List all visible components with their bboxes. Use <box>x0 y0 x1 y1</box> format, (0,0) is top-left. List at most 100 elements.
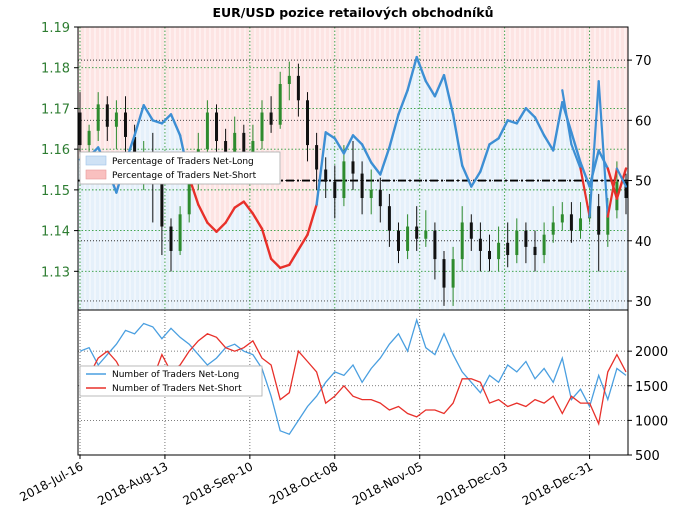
candle-body <box>424 230 428 239</box>
pct-net-long-segment <box>279 263 291 270</box>
pct-net-long-segment <box>397 89 409 116</box>
pct-net-long-segment <box>142 104 155 122</box>
pct-net-long-segment <box>570 131 582 164</box>
candle-body <box>251 141 255 162</box>
pct-tail-segment <box>606 167 619 218</box>
pct-net-long-segment <box>515 107 528 125</box>
pct-net-long-segment <box>451 113 464 167</box>
candle-body <box>315 145 319 170</box>
bottom-legend-box <box>79 365 263 397</box>
candle-body <box>497 242 501 260</box>
x-tick-label: 2018-Jul-16 <box>17 459 85 504</box>
candle-body <box>342 161 346 199</box>
candle-body <box>224 141 228 158</box>
candle-body <box>506 242 510 256</box>
pct-net-long-segment <box>242 200 255 215</box>
pct-net-long-segment <box>206 221 218 233</box>
pct-net-long-segment <box>288 248 300 267</box>
candle-body <box>369 189 373 199</box>
pct-net-long-segment <box>151 119 164 125</box>
pct-net-long-segment <box>324 131 336 140</box>
pct-tick-label: 50 <box>635 175 652 190</box>
pct-tail-segment <box>579 167 591 218</box>
pct-net-long-segment <box>542 134 555 152</box>
count-net-long-line <box>79 317 627 435</box>
pct-net-long-segment <box>497 119 509 140</box>
pct-net-long-segment <box>333 137 346 155</box>
pct-net-long-segment <box>488 137 500 146</box>
pct-net-long-segment <box>315 131 327 206</box>
price-tick-label: 1.13 <box>41 265 70 280</box>
candle-body <box>306 100 309 146</box>
pct-tick-label: 30 <box>635 295 652 310</box>
pct-net-long-segment <box>606 167 619 200</box>
candle-body <box>597 206 601 235</box>
legend-swatch-net-short <box>85 169 107 180</box>
candle-body <box>178 214 182 251</box>
x-tick-label: 2018-Nov-05 <box>350 459 425 508</box>
legend-label-count-short: Number of Traders Net-Short <box>112 384 242 394</box>
candle-body <box>488 250 491 260</box>
count-tick-label: 500 <box>635 449 660 464</box>
pct-net-long-segment <box>297 233 309 251</box>
pct-net-long-segment <box>461 164 473 188</box>
candle-body <box>78 112 82 146</box>
candle-body <box>287 75 291 85</box>
candle-body <box>242 132 246 162</box>
candle-body <box>524 230 528 247</box>
top-legend: Percentage of Traders Net-Long Percentag… <box>79 151 281 185</box>
x-axis: 2018-Jul-16 2018-Aug-13 2018-Sep-10 2018-Oc… <box>17 455 595 508</box>
pct-net-long-segment <box>615 167 628 200</box>
pct-net-long-segment <box>269 257 282 270</box>
price-tick-label: 1.15 <box>41 184 70 199</box>
candle-body <box>124 112 127 137</box>
pct-net-long-segment <box>552 101 564 152</box>
candle-body <box>451 259 455 288</box>
pct-tick-label: 60 <box>635 114 652 129</box>
pct-net-long-segment <box>342 134 355 155</box>
candle-body <box>442 259 446 288</box>
top-legend-box <box>79 151 281 185</box>
candle-body <box>397 230 400 251</box>
price-tick-label: 1.17 <box>41 102 70 117</box>
candle-body <box>278 84 282 125</box>
pct-tick-label: 70 <box>635 54 652 69</box>
candle-body <box>114 112 118 127</box>
pct-net-long-segment <box>524 107 537 119</box>
pct-net-long-segment <box>251 212 264 230</box>
candle-body <box>624 181 628 199</box>
count-tick-label: 1500 <box>635 380 668 395</box>
bottom-panel: 500 1000 1500 2000 <box>77 309 668 464</box>
count-tick-label: 2000 <box>635 345 668 360</box>
pct-net-long-segment <box>233 200 246 209</box>
candle-body <box>533 246 537 256</box>
x-tick-label: 2018-Dec-03 <box>435 459 510 508</box>
candle-body <box>160 181 164 227</box>
candle-body <box>105 104 109 127</box>
pct-tail-segment <box>561 89 573 146</box>
candle-body <box>233 132 237 158</box>
pct-net-long-segment <box>442 73 455 116</box>
candle-body <box>560 214 564 223</box>
candle-body <box>433 230 437 260</box>
candle-body <box>460 222 464 260</box>
candle-body <box>569 214 573 231</box>
candle-body <box>215 112 218 142</box>
candle-body <box>579 218 582 231</box>
candle-body <box>378 189 382 207</box>
pct-net-long-segment <box>197 203 209 224</box>
candle-body <box>551 222 555 235</box>
pct-tail-segment <box>570 143 582 170</box>
candle-body <box>269 112 273 125</box>
x-tick-label: 2018-Aug-13 <box>95 459 170 508</box>
x-tick-label: 2018-Oct-08 <box>267 459 340 507</box>
candle-body <box>351 161 355 174</box>
pct-net-long-segment <box>415 55 427 83</box>
candle-body <box>133 136 137 166</box>
pct-net-long-segment <box>351 134 364 146</box>
pct-net-long-segment <box>160 113 173 125</box>
candle-body <box>333 181 337 199</box>
candle-body <box>515 230 519 256</box>
pct-net-long-segment <box>169 113 182 137</box>
